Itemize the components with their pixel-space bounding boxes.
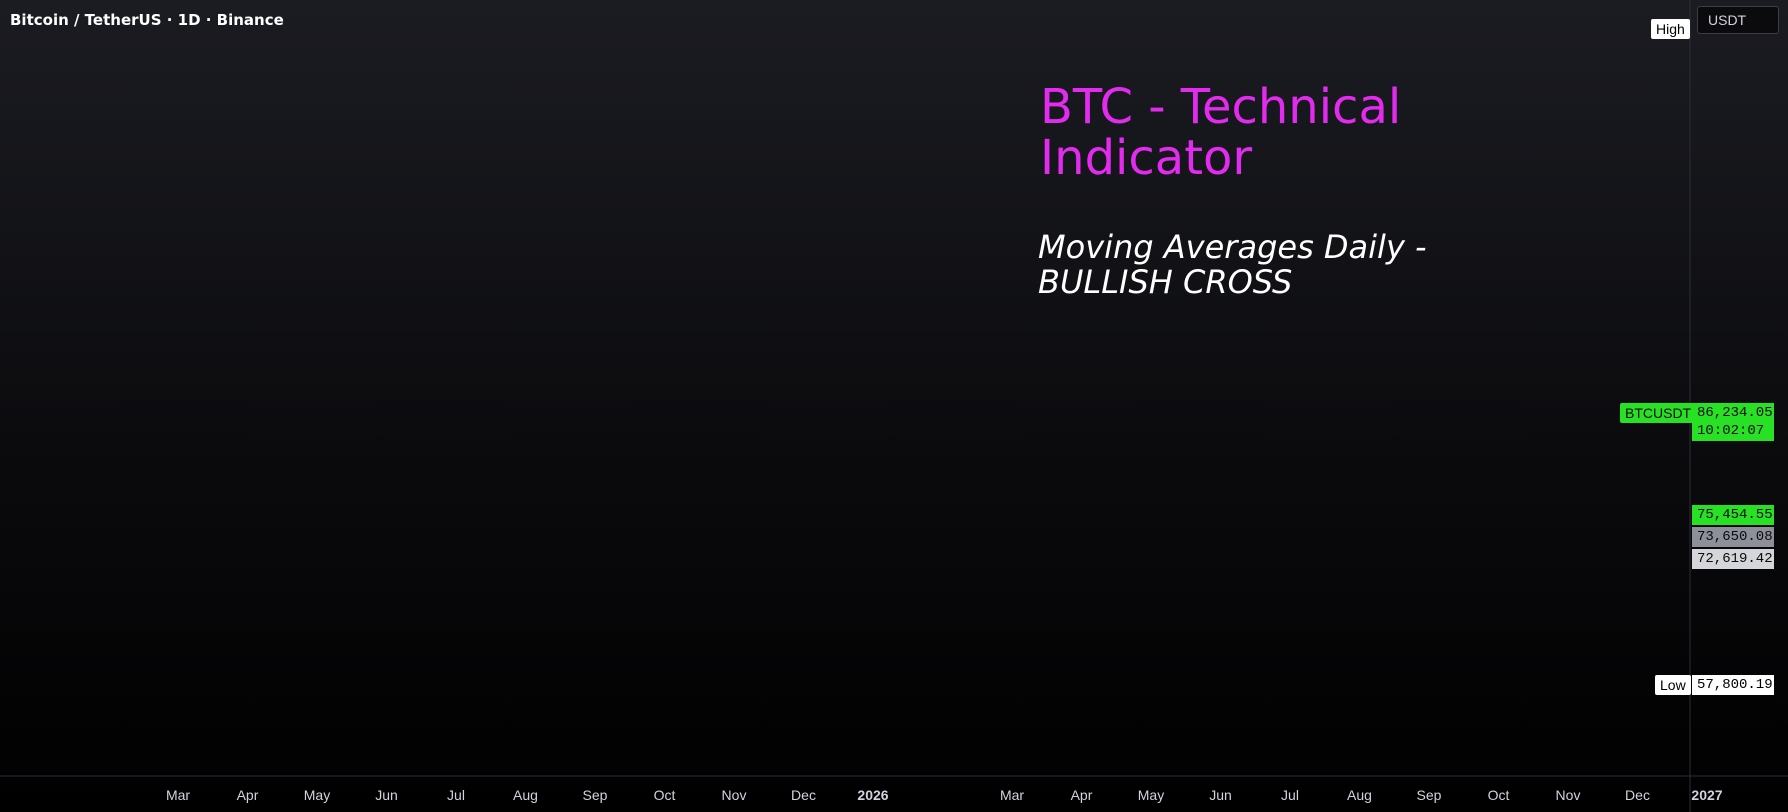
subline-text: Moving Averages Daily - BULLISH CROSS xyxy=(1038,228,1427,301)
time-tick-label: Jun xyxy=(375,787,398,803)
last-price-tag: 86,234.05 10:02:07 xyxy=(1692,403,1774,441)
time-tick-label: 2026 xyxy=(857,787,888,803)
time-tick-label: Sep xyxy=(1417,787,1442,803)
symbol-flag: BTCUSDT xyxy=(1620,403,1697,423)
time-tick-label: Dec xyxy=(1625,787,1650,803)
bar-countdown: 10:02:07 xyxy=(1697,423,1765,439)
high-flag: High xyxy=(1651,19,1690,39)
time-tick-label: May xyxy=(304,787,330,803)
time-tick-label: Aug xyxy=(513,787,538,803)
time-tick-label: May xyxy=(1138,787,1164,803)
time-tick-label: Dec xyxy=(791,787,816,803)
time-tick-label: Apr xyxy=(237,787,259,803)
headline-text: BTC - Technical Indicator xyxy=(1040,79,1402,186)
currency-selector[interactable]: USDT xyxy=(1697,6,1779,34)
time-tick-label: 2027 xyxy=(1691,787,1722,803)
time-tick-label: Jul xyxy=(447,787,465,803)
ma-fast-tag: 75,454.55 xyxy=(1692,505,1774,525)
ma-slow-tag: 73,650.08 xyxy=(1692,527,1774,547)
time-tick-label: Mar xyxy=(1000,787,1024,803)
time-tick-label: Mar xyxy=(166,787,190,803)
time-tick-label: Oct xyxy=(654,787,676,803)
last-price: 86,234.05 xyxy=(1697,405,1773,421)
low-flag: Low xyxy=(1655,675,1691,695)
time-tick-label: Nov xyxy=(1556,787,1581,803)
time-axis[interactable]: Mar Apr May Jun Jul Aug Sep Oct Nov Dec 2026 Mar Apr… xyxy=(166,787,1723,803)
time-tick-label: Apr xyxy=(1071,787,1093,803)
ma-mid-tag: 72,619.42 xyxy=(1692,549,1774,569)
low-price-tag: 57,800.19 xyxy=(1692,675,1774,695)
time-tick-label: Oct xyxy=(1488,787,1510,803)
symbol-title[interactable]: Bitcoin / TetherUS · 1D · Binance xyxy=(10,11,284,29)
time-tick-label: Nov xyxy=(722,787,747,803)
time-tick-label: Jul xyxy=(1281,787,1299,803)
time-tick-label: Sep xyxy=(583,787,608,803)
time-tick-label: Jun xyxy=(1209,787,1232,803)
time-tick-label: Aug xyxy=(1347,787,1372,803)
